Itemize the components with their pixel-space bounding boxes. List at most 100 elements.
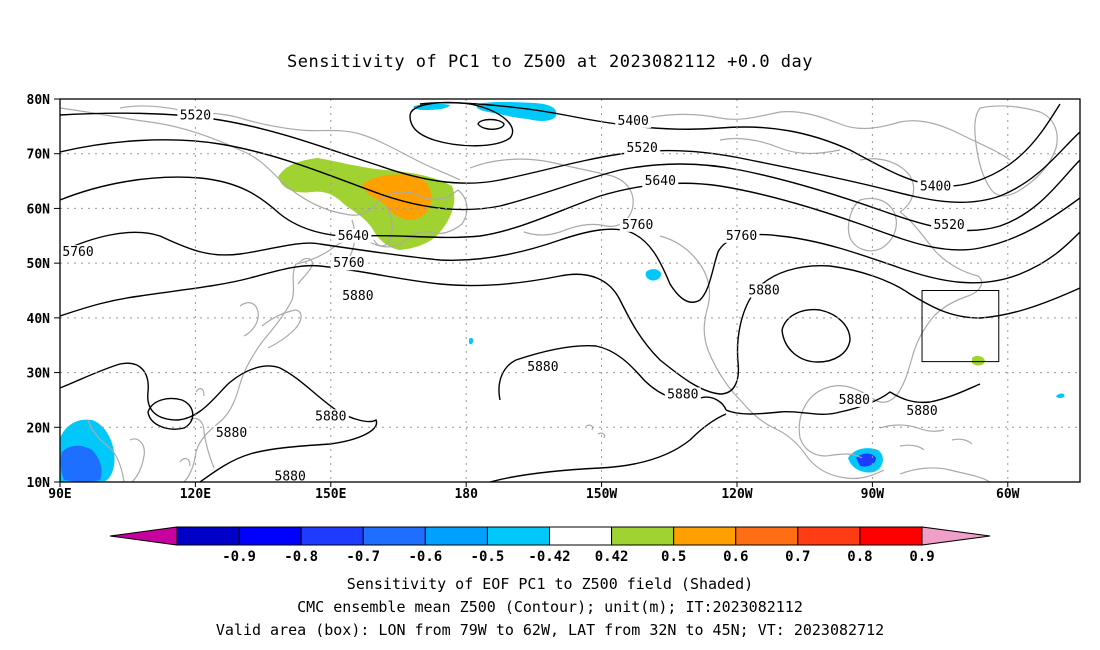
coast-hawaii bbox=[585, 424, 606, 439]
contour-label: 5880 bbox=[315, 409, 346, 424]
contour-5760 bbox=[60, 228, 1080, 303]
contour-label: 5760 bbox=[62, 245, 93, 260]
colorbar-label: 0.6 bbox=[723, 549, 748, 565]
coast-cuba-caribbean bbox=[879, 424, 973, 451]
contour-label: 5760 bbox=[622, 218, 653, 233]
contour-small-low bbox=[477, 118, 505, 130]
coast-canada-arctic bbox=[639, 111, 1011, 213]
coast-taiwan-philippines bbox=[179, 387, 215, 469]
contour-label-bg bbox=[836, 392, 873, 407]
lat-label: 50N bbox=[27, 257, 51, 272]
colorbar-label: 0.9 bbox=[909, 549, 934, 565]
lat-label: 30N bbox=[27, 367, 51, 382]
contour-label: 5520 bbox=[627, 141, 658, 156]
map-panel bbox=[60, 99, 1080, 482]
contour-label: 5400 bbox=[618, 114, 649, 129]
contour-label: 5880 bbox=[748, 284, 779, 299]
contour-label: 5880 bbox=[527, 360, 558, 375]
coast-north-america-east bbox=[798, 211, 983, 457]
z500-contours bbox=[60, 101, 1080, 482]
colorbar-left-triangle bbox=[109, 526, 178, 546]
contour-label-bg bbox=[642, 174, 679, 189]
negative-region-india-core bbox=[60, 445, 102, 482]
contour-5880-main bbox=[60, 264, 1080, 395]
contour-5880-nam-high bbox=[781, 308, 851, 363]
lat-label: 70N bbox=[27, 148, 51, 163]
contour-label-bg bbox=[904, 403, 941, 418]
contour-label: 5760 bbox=[333, 256, 364, 271]
footer-line-3: Valid area (box): LON from 79W to 62W, L… bbox=[216, 621, 884, 639]
sensitivity-shading bbox=[60, 102, 1065, 482]
lon-label: 150W bbox=[586, 487, 617, 502]
map-title: Sensitivity of PC1 to Z500 at 2023082112… bbox=[287, 52, 813, 72]
valid-area-box bbox=[921, 290, 1000, 363]
coast-greenland bbox=[974, 105, 1058, 197]
colorbar-swatch bbox=[238, 526, 302, 546]
lat-label: 80N bbox=[27, 93, 51, 108]
colorbar-swatch bbox=[176, 526, 240, 546]
colorbar-label: 0.42 bbox=[595, 549, 629, 565]
coast-indochina bbox=[87, 419, 145, 482]
contour-label: 5400 bbox=[920, 180, 951, 195]
colorbar: -0.9 -0.8 -0.7 -0.6 -0.5 -0.42 0.42 0.5 0.6 0.7 0.… bbox=[109, 526, 991, 565]
contour-label-bg bbox=[619, 217, 656, 232]
colorbar-swatch bbox=[859, 526, 923, 546]
colorbar-label: -0.5 bbox=[471, 549, 505, 565]
contour-label-bg bbox=[723, 228, 760, 243]
lat-label: 20N bbox=[27, 421, 51, 436]
colorbar-swatch bbox=[424, 526, 488, 546]
lat-label: 60N bbox=[27, 202, 51, 217]
contour-label: 5880 bbox=[839, 393, 870, 408]
lon-label: 180 bbox=[454, 487, 478, 502]
contour-label-bg bbox=[624, 141, 661, 156]
negative-region-small bbox=[469, 338, 474, 345]
lat-label: 40N bbox=[27, 312, 51, 327]
contour-labels: 5520 5400 5520 5640 5400 5520 5760 5760 5640 5760… bbox=[60, 108, 968, 485]
contour-label: 5880 bbox=[275, 470, 306, 485]
colorbar-label: 0.5 bbox=[661, 549, 686, 565]
lon-label: 90E bbox=[48, 487, 71, 502]
colorbar-label: -0.6 bbox=[408, 549, 442, 565]
contour-5640 bbox=[60, 176, 1080, 251]
colorbar-swatch bbox=[549, 526, 613, 546]
contour-label-bg bbox=[917, 179, 954, 194]
negative-region-pacific bbox=[645, 269, 662, 281]
contour-label: 5880 bbox=[906, 404, 937, 419]
latitude-labels: 80N 70N 60N 50N 40N 30N 20N 10N bbox=[27, 93, 60, 491]
coast-hudson bbox=[847, 197, 897, 252]
colorbar-swatch bbox=[300, 526, 364, 546]
coast-alaska bbox=[469, 158, 743, 403]
map-frame bbox=[59, 98, 1081, 483]
contour-label-bg bbox=[335, 228, 372, 243]
negative-region-arctic-1 bbox=[476, 102, 557, 121]
positive-region-atlantic bbox=[972, 355, 985, 366]
contour-5880-pacific-south bbox=[489, 413, 727, 482]
colorbar-swatch bbox=[673, 526, 737, 546]
contour-label-bg bbox=[615, 113, 652, 128]
footer-line-1: Sensitivity of EOF PC1 to Z500 field (Sh… bbox=[347, 575, 753, 593]
negative-region-east bbox=[1056, 393, 1065, 399]
contour-label: 5520 bbox=[933, 218, 964, 233]
colorbar-label: 0.8 bbox=[847, 549, 872, 565]
contour-label: 5520 bbox=[180, 108, 211, 123]
contour-label: 5640 bbox=[338, 229, 369, 244]
contour-5520-west bbox=[60, 112, 1080, 204]
contour-label-bg bbox=[60, 245, 97, 260]
colorbar-swatch bbox=[362, 526, 426, 546]
contour-label-bg bbox=[746, 283, 783, 298]
contour-5400 bbox=[419, 102, 1061, 187]
lat-label: 10N bbox=[27, 476, 51, 491]
contour-label-bg bbox=[272, 469, 309, 484]
contour-label-bg bbox=[664, 387, 701, 402]
lon-label: 120E bbox=[180, 487, 211, 502]
positive-region-core bbox=[362, 174, 432, 220]
colorbar-swatch bbox=[735, 526, 799, 546]
contour-label: 5880 bbox=[216, 426, 247, 441]
coast-mexico-central bbox=[741, 401, 885, 480]
lon-label: 60W bbox=[996, 487, 1020, 502]
contour-label: 5880 bbox=[667, 387, 698, 402]
colorbar-label: -0.7 bbox=[346, 549, 380, 565]
colorbar-label: -0.42 bbox=[528, 549, 570, 565]
contour-label-bg bbox=[177, 108, 214, 123]
contour-label-bg bbox=[330, 256, 367, 271]
